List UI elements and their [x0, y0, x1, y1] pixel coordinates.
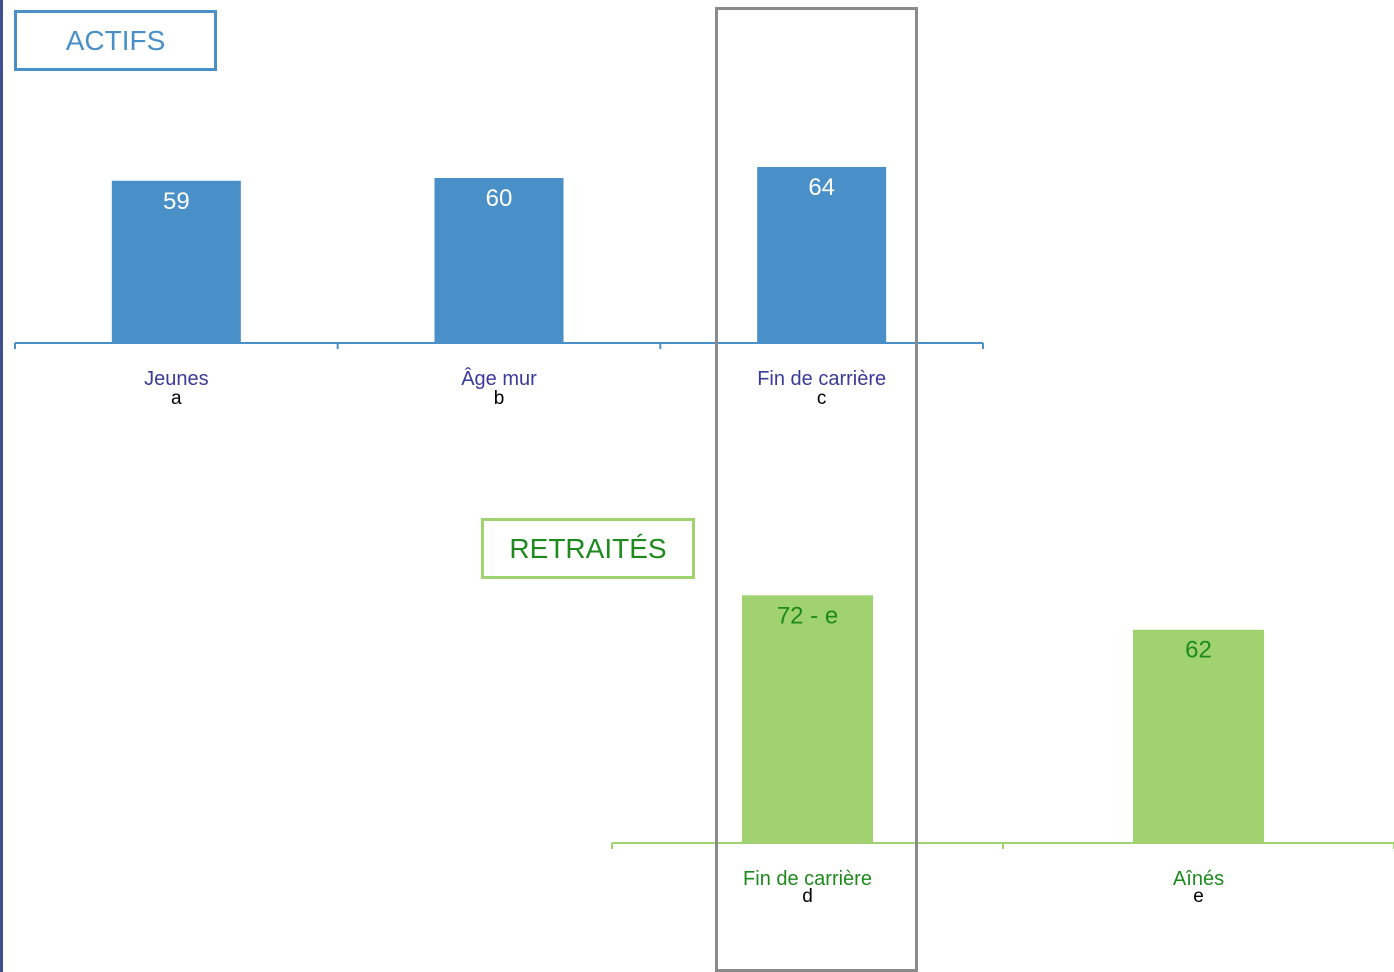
actifs-bar-jeunes [111, 180, 241, 343]
actifs-category-label-jeunes: Jeunes [144, 368, 209, 390]
retraites-category-label-fin-de-carriere: Fin de carrière [743, 868, 872, 890]
retraites-value-label-fin-de-carriere: 72 - e [777, 602, 838, 629]
retraites-category-label-aines: Aînés [1173, 868, 1224, 890]
retraites-value-label-aines: 62 [1185, 637, 1212, 664]
actifs-value-label-age-mur: 60 [486, 185, 513, 212]
actifs-bar-fin-de-carriere [757, 167, 887, 343]
retraites-legend-box: RETRAITÉS [481, 518, 695, 579]
actifs-category-letter-jeunes: a [171, 388, 182, 409]
left-edge-rule [0, 0, 3, 972]
retraites-bar-aines [1133, 629, 1264, 843]
actifs-category-label-age-mur: Âge mur [461, 367, 537, 390]
actifs-category-label-fin-de-carriere: Fin de carrière [757, 368, 886, 390]
retraites-bar-fin-de-carriere [742, 595, 873, 843]
actifs-category-letter-fin-de-carriere: c [817, 388, 827, 409]
retraites-legend-label: RETRAITÉS [509, 532, 667, 564]
actifs-legend-box: ACTIFS [14, 10, 217, 71]
retraites-category-letter-aines: e [1193, 886, 1204, 907]
actifs-legend-label: ACTIFS [65, 24, 166, 56]
actifs-value-label-jeunes: 59 [163, 188, 190, 215]
actifs-bar-age-mur [434, 178, 564, 343]
retraites-category-letter-fin-de-carriere: d [802, 886, 813, 907]
actifs-category-letter-age-mur: b [494, 388, 505, 409]
actifs-value-label-fin-de-carriere: 64 [808, 174, 835, 201]
